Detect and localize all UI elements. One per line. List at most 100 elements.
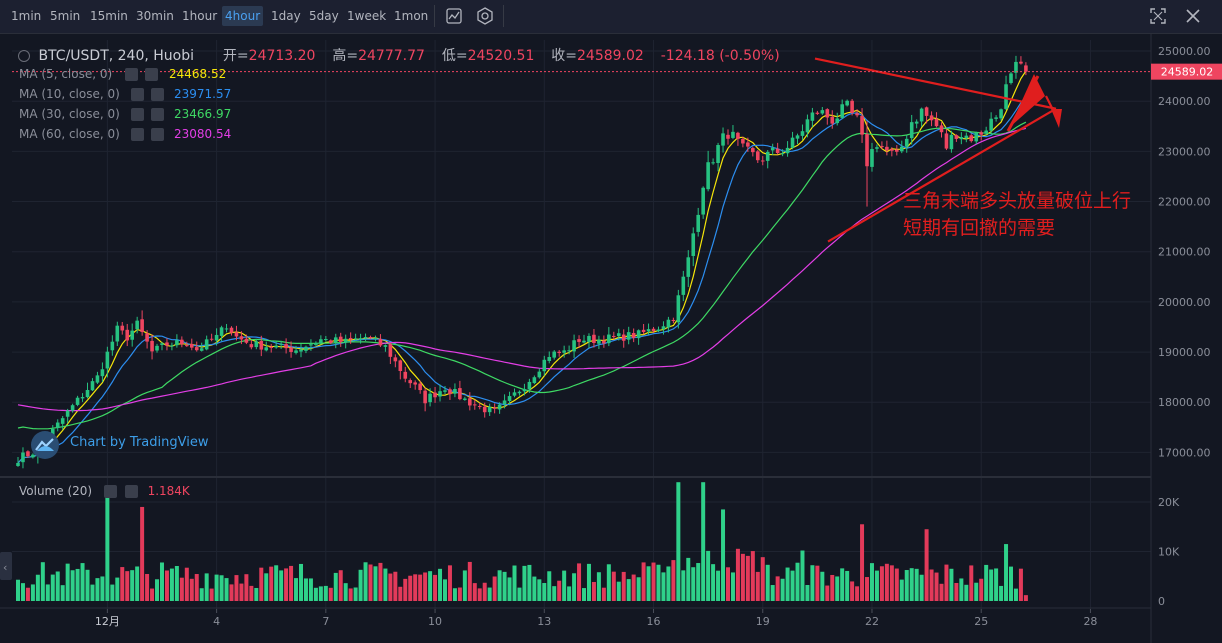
candle-body (547, 357, 552, 362)
settings-icon[interactable] (103, 485, 117, 498)
time-tick-label: 13 (537, 615, 551, 628)
candle-body (150, 340, 154, 352)
candle-body (562, 350, 566, 353)
candle (805, 114, 810, 138)
indicator-settings-icon[interactable] (131, 88, 144, 101)
timeframe-5day[interactable]: 5day (309, 9, 339, 23)
volume-bar (582, 588, 587, 601)
candle (165, 338, 169, 351)
symbol-label[interactable]: BTC/USDT, 240, Huobi (38, 48, 195, 64)
candle (55, 419, 60, 432)
candle (244, 334, 249, 345)
high-label: 高= (332, 48, 359, 64)
volume-bar (408, 575, 413, 601)
candle-body (631, 333, 636, 338)
timeframe-1min[interactable]: 1min (11, 9, 42, 23)
candle (681, 270, 686, 302)
indicator-remove-icon[interactable] (145, 68, 158, 81)
candle-body (214, 334, 219, 341)
price-tick-label: 18000.00 (1158, 396, 1211, 409)
candle (468, 392, 472, 411)
candle-body (264, 347, 269, 351)
candle-body (984, 130, 988, 134)
volume-bar (969, 565, 974, 601)
candle-body (165, 342, 169, 346)
candle-body (304, 346, 308, 351)
candle-body (398, 360, 403, 371)
candle (428, 388, 432, 407)
settings-gear-icon[interactable] (475, 6, 495, 26)
volume-bar (701, 482, 706, 601)
timeframe-30min[interactable]: 30min (136, 9, 174, 23)
time-tick-label: 25 (974, 615, 988, 628)
candle-body (368, 336, 373, 338)
candle (120, 321, 125, 335)
indicator-settings-icon[interactable] (125, 68, 138, 81)
fullscreen-icon[interactable] (1148, 6, 1168, 26)
volume-bar (209, 588, 214, 601)
volume-bar (462, 570, 467, 601)
scroll-handle[interactable] (0, 552, 12, 580)
candle (403, 366, 408, 383)
candle-body (919, 108, 924, 122)
indicator-settings-icon[interactable] (131, 128, 144, 141)
candle-body (880, 146, 884, 148)
indicator-icon[interactable] (444, 6, 464, 26)
candle-body (666, 319, 671, 328)
close-icon[interactable] (124, 485, 138, 498)
volume-bar (984, 564, 989, 601)
volume-bar (914, 568, 919, 601)
candle-body (686, 257, 691, 277)
indicator-remove-icon[interactable] (151, 128, 164, 141)
candle (289, 341, 293, 358)
indicator-label: MA (60, close, 0) (19, 127, 120, 141)
volume-bar (865, 577, 870, 601)
chevron-left-icon[interactable]: ‹ (3, 561, 7, 574)
candle (835, 112, 840, 126)
candle (512, 388, 517, 398)
volume-bar (60, 585, 65, 601)
volume-bar (313, 587, 318, 601)
candlestick-chart[interactable]: 24589.02 17000.00 18000.00 19000.00 20000.00… (0, 34, 1222, 643)
candle-body (428, 393, 432, 403)
indicator-settings-icon[interactable] (131, 108, 144, 121)
volume-bar (552, 586, 557, 601)
candle (299, 343, 303, 358)
candle (502, 394, 507, 409)
candle (830, 110, 835, 129)
indicator-remove-icon[interactable] (151, 108, 164, 121)
candle-body (234, 332, 239, 337)
volume-bar (765, 564, 770, 601)
timeframe-1mon[interactable]: 1mon (394, 9, 429, 23)
candle (587, 333, 591, 348)
candle-body (180, 339, 184, 345)
ma-line-30 (17, 121, 1027, 430)
volume-bar (428, 571, 433, 601)
time-axis: 12月 4 7 10 13 16 19 22 25 28 (95, 609, 1097, 628)
volume-bar (115, 577, 120, 601)
volume-tick-label: 20K (1158, 496, 1180, 509)
candle (582, 334, 586, 344)
timeframe-15min[interactable]: 15min (90, 9, 128, 23)
last-price-tag: 24589.02 (1161, 66, 1214, 79)
candle-body (865, 134, 869, 167)
candle (448, 387, 452, 400)
candle (790, 131, 795, 150)
timeframe-1hour[interactable]: 1hour (182, 9, 218, 23)
candle (726, 129, 730, 145)
candle (890, 147, 894, 157)
timeframe-5min[interactable]: 5min (50, 9, 81, 23)
candle (780, 149, 785, 157)
volume-bar (90, 584, 95, 601)
volume-bar (35, 574, 40, 601)
timeframe-1week[interactable]: 1week (347, 9, 387, 23)
timeframe-4hour[interactable]: 4hour (222, 6, 264, 26)
timeframe-1day[interactable]: 1day (271, 9, 301, 23)
candle (284, 338, 288, 354)
close-icon[interactable] (1183, 6, 1203, 26)
indicator-remove-icon[interactable] (151, 88, 164, 101)
volume-bar (457, 587, 462, 601)
candle (711, 158, 715, 165)
candle-body (363, 336, 368, 339)
annotation-line-2: 短期有回撤的需要 (903, 217, 1056, 239)
